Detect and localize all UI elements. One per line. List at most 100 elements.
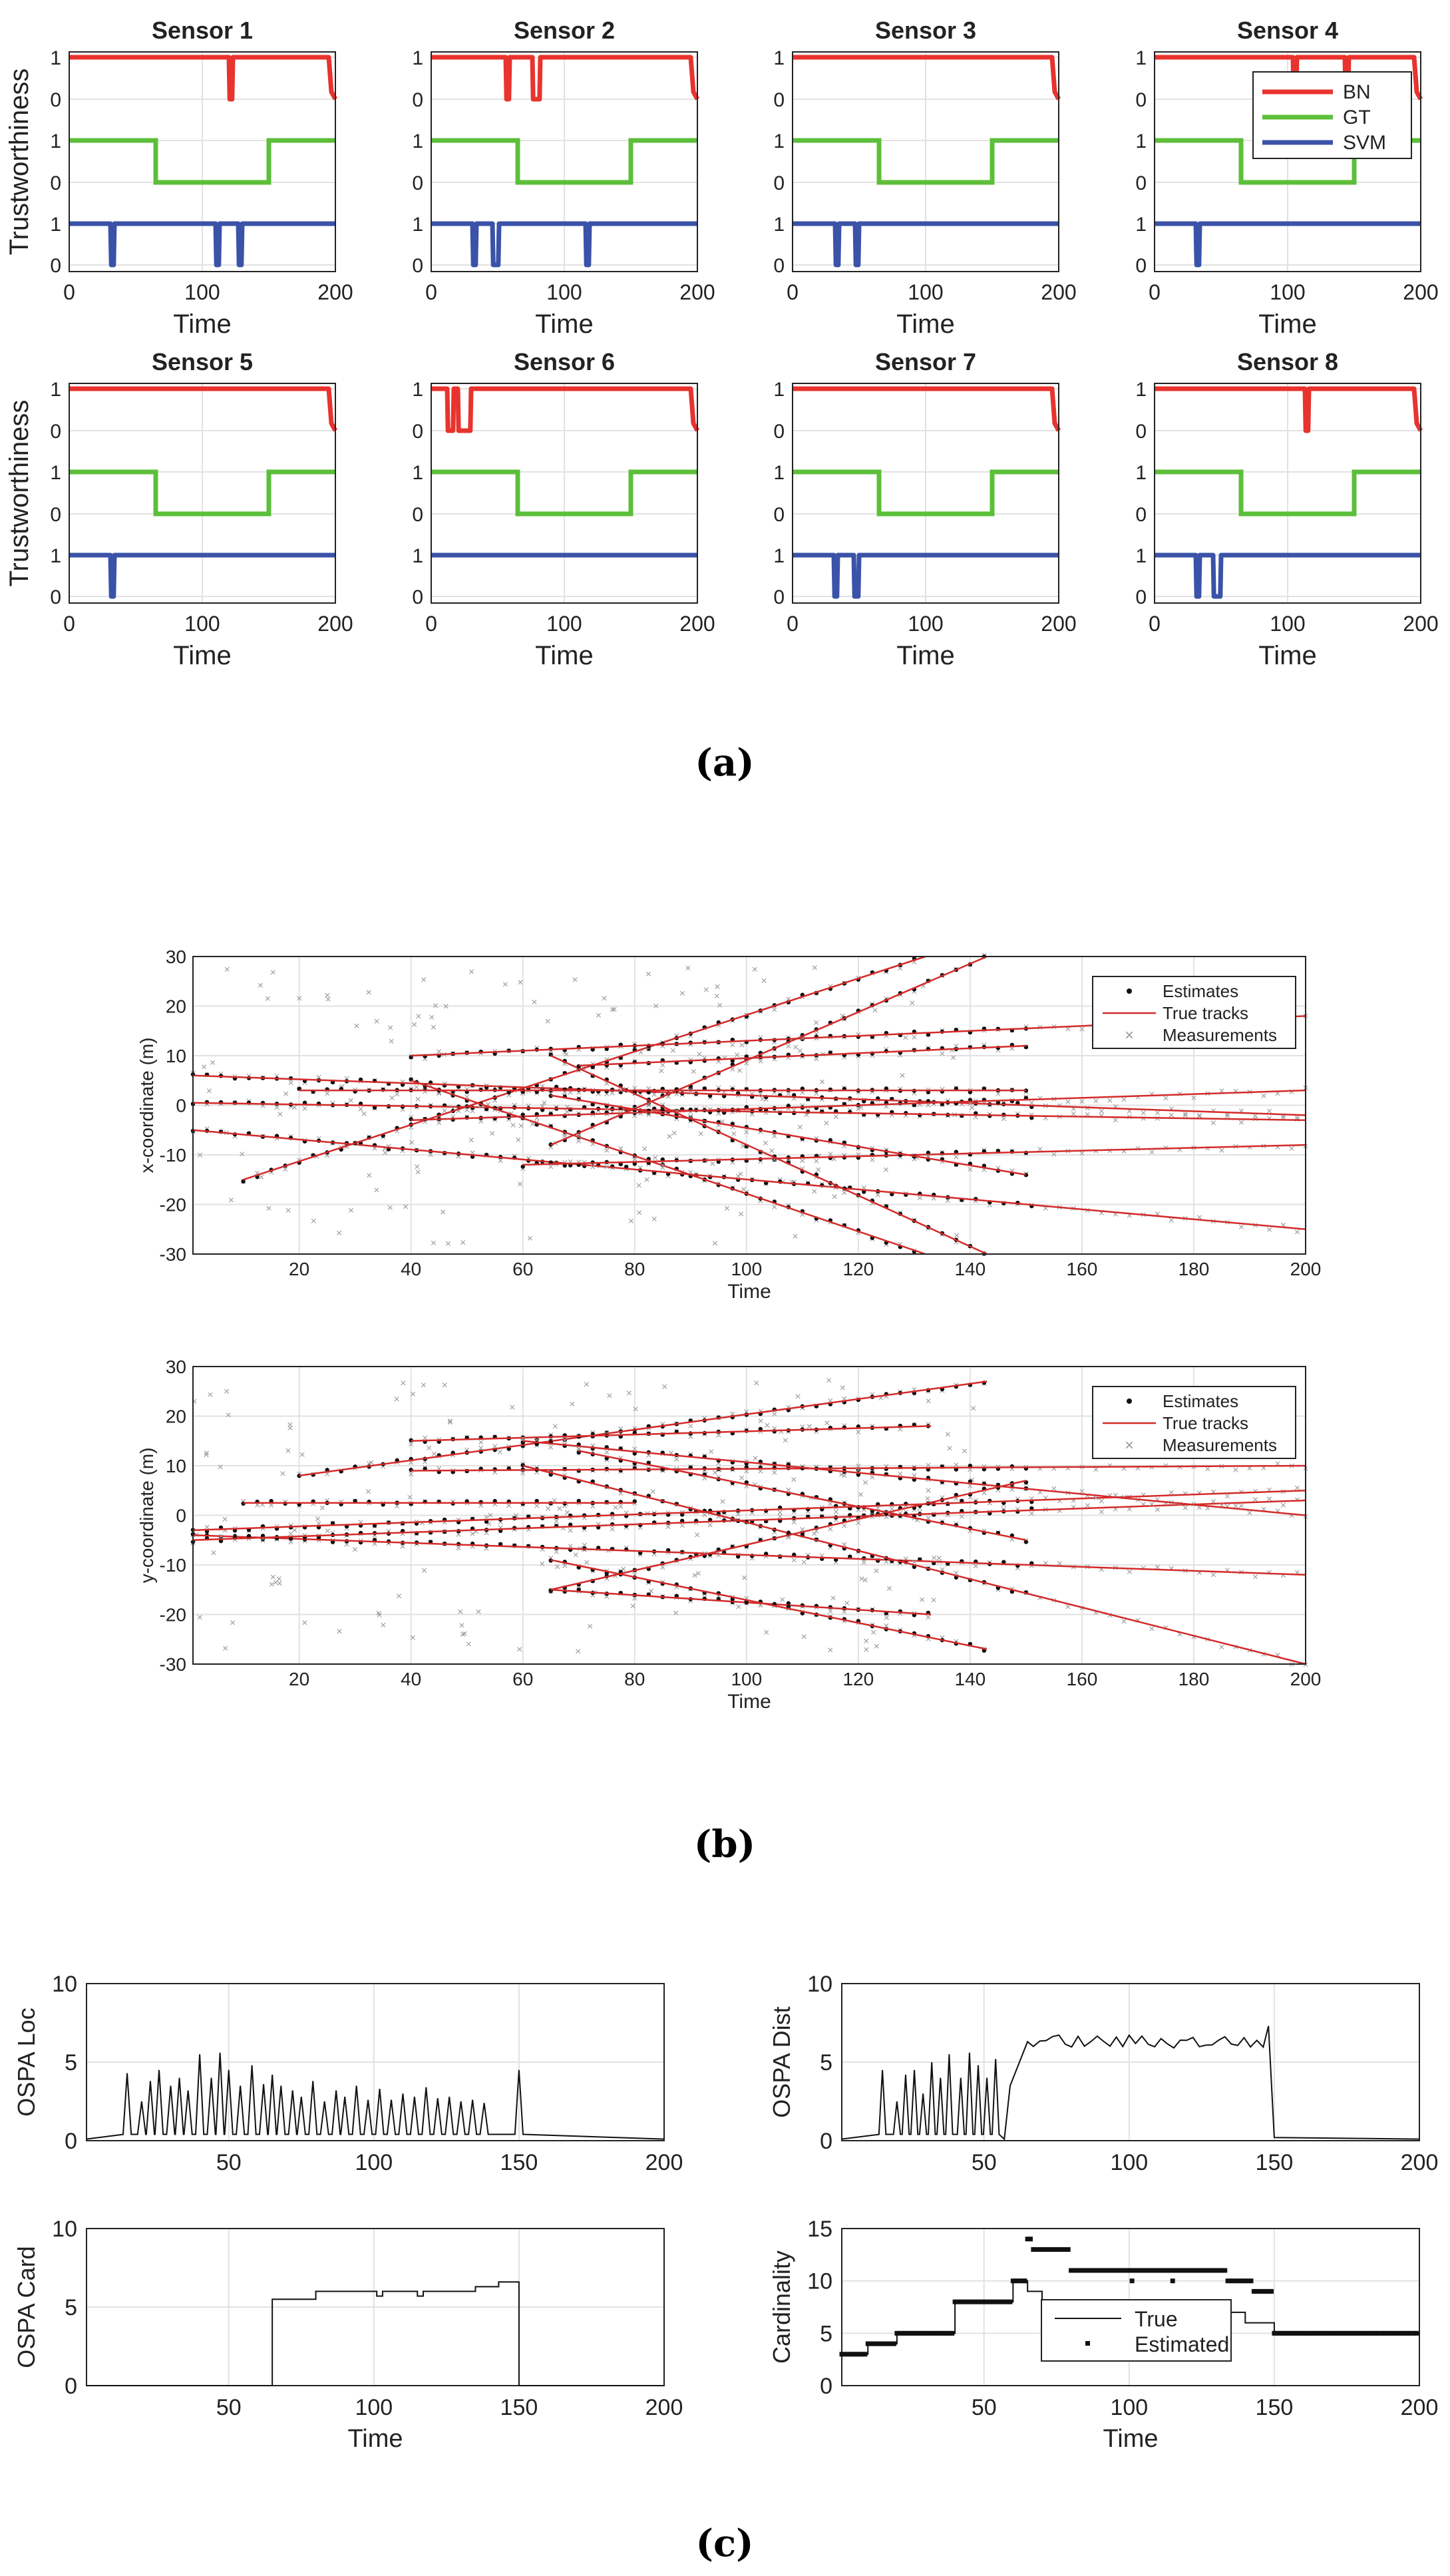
estimate-point	[534, 1498, 539, 1504]
clutter-measurement: ×	[620, 1564, 626, 1575]
clutter-measurement: ×	[612, 1571, 618, 1582]
x-tick-label: 100	[731, 1669, 762, 1689]
measurement-mark: ×	[967, 1464, 973, 1476]
x-tick-label: 200	[1403, 612, 1438, 636]
estimated-cardinality-point	[1205, 2268, 1210, 2273]
measurement-mark: ×	[799, 1087, 805, 1098]
measurement-mark: ×	[427, 1150, 433, 1161]
measurement-mark: ×	[659, 1060, 665, 1071]
measurement-mark: ×	[287, 1537, 293, 1548]
clutter-measurement: ×	[668, 1448, 674, 1459]
measurement-mark: ×	[757, 1127, 763, 1138]
clutter-measurement: ×	[403, 1201, 409, 1213]
measurement-mark: ×	[673, 1582, 679, 1593]
clutter-measurement: ×	[862, 1478, 868, 1489]
measurement-mark: ×	[534, 1467, 540, 1478]
measurement-mark: ×	[1218, 1641, 1224, 1653]
clutter-measurement: ×	[368, 1458, 374, 1469]
legend-box	[1041, 2299, 1232, 2362]
measurement-mark: ×	[917, 1503, 923, 1514]
clutter-measurement: ×	[714, 991, 720, 1002]
clutter-measurement: ×	[666, 1131, 672, 1142]
axes-box	[1154, 383, 1421, 604]
axes-box	[69, 383, 336, 604]
clutter-measurement: ×	[239, 1149, 245, 1160]
measurement-mark: ×	[1169, 1215, 1175, 1226]
measurement-mark: ×	[939, 1048, 945, 1060]
measurement-mark: ×	[534, 1500, 540, 1512]
clutter-measurement: ×	[509, 1402, 515, 1413]
estimated-cardinality-point	[1251, 2288, 1256, 2294]
clutter-measurement: ×	[431, 1238, 437, 1249]
track: ×××××××××××××××××××××××××××××××××××××	[408, 1074, 926, 1257]
measurement-mark: ×	[632, 1594, 637, 1605]
clutter-measurement: ×	[468, 1135, 474, 1146]
measurement-mark: ×	[562, 1501, 568, 1512]
measurement-mark: ×	[478, 1442, 484, 1454]
estimated-cardinality-point	[1115, 2268, 1120, 2273]
clutter-measurement: ×	[400, 1378, 406, 1389]
track: ×××××××××××××××××××××××××××××	[240, 1495, 637, 1512]
measurement-mark: ×	[785, 1052, 791, 1064]
clutter-measurement: ×	[926, 1396, 932, 1407]
x-tick-label: 0	[1149, 280, 1161, 304]
clutter-measurement: ×	[473, 1526, 479, 1538]
clutter-measurement: ×	[791, 1474, 797, 1486]
estimated-cardinality-point	[1359, 2330, 1364, 2336]
measurement-mark: ×	[1155, 1562, 1161, 1573]
true-track-line	[578, 1450, 1027, 1541]
clutter-measurement: ×	[801, 1557, 807, 1568]
measurement-mark: ×	[1065, 1602, 1071, 1613]
true-track-line	[550, 1480, 1027, 1591]
measurement-mark: ×	[1009, 1484, 1015, 1496]
level-tick-label: 1	[50, 545, 61, 567]
measurement-mark: ×	[408, 1469, 414, 1480]
svm-series-line	[69, 552, 335, 599]
x-tick-label: 0	[787, 612, 799, 636]
measurement-mark: ×	[1057, 1558, 1063, 1570]
level-tick-label: 0	[1135, 421, 1147, 443]
measurement-mark: ×	[520, 1468, 526, 1479]
measurement-mark: ×	[995, 1045, 1001, 1056]
x-tick-label: 100	[1110, 2395, 1148, 2420]
clutter-measurement: ×	[883, 1164, 889, 1176]
track: ××××××××××××××××××××××××××××××××××××××××…	[408, 1458, 1309, 1480]
clutter-measurement: ×	[902, 1032, 908, 1044]
estimated-cardinality-point	[1170, 2278, 1175, 2284]
clutter-measurement: ×	[838, 1470, 844, 1481]
level-tick-label: 1	[1135, 462, 1147, 484]
clutter-measurement: ×	[541, 1098, 547, 1109]
measurement-mark: ×	[422, 1116, 428, 1128]
measurement-mark: ×	[645, 1100, 651, 1112]
clutter-measurement: ×	[679, 988, 685, 999]
clutter-measurement: ×	[824, 1418, 830, 1429]
measurement-mark: ×	[618, 1452, 624, 1464]
clutter-measurement: ×	[812, 963, 818, 974]
measurement-mark: ×	[310, 1499, 316, 1510]
measurement-mark: ×	[562, 1059, 568, 1070]
clutter-measurement: ×	[873, 1566, 879, 1577]
measurement-mark: ×	[576, 1498, 582, 1510]
measurement-mark: ×	[1127, 1504, 1133, 1515]
level-tick-label: 0	[412, 421, 423, 443]
clutter-measurement: ×	[206, 1086, 212, 1097]
estimate-point	[1023, 1540, 1029, 1544]
measurement-mark: ×	[576, 1444, 582, 1455]
measurement-mark: ×	[455, 1529, 461, 1540]
clutter-measurement: ×	[222, 1643, 228, 1654]
estimated-cardinality-point	[1263, 2288, 1268, 2294]
measurement-mark: ×	[1274, 1088, 1280, 1100]
measurement-mark: ×	[1009, 1534, 1015, 1546]
level-tick-label: 1	[1135, 47, 1147, 69]
measurement-mark: ×	[273, 1102, 279, 1114]
x-tick-label: 200	[645, 2395, 683, 2420]
clutter-measurement: ×	[739, 1040, 745, 1052]
measurement-mark: ×	[771, 1201, 777, 1213]
measurement-mark: ×	[897, 1050, 903, 1061]
measurement-mark: ×	[987, 1498, 993, 1510]
clutter-measurement: ×	[658, 1066, 664, 1077]
estimate-point	[576, 1498, 581, 1504]
clutter-measurement: ×	[273, 1578, 279, 1589]
measurement-mark: ×	[1260, 1649, 1266, 1660]
